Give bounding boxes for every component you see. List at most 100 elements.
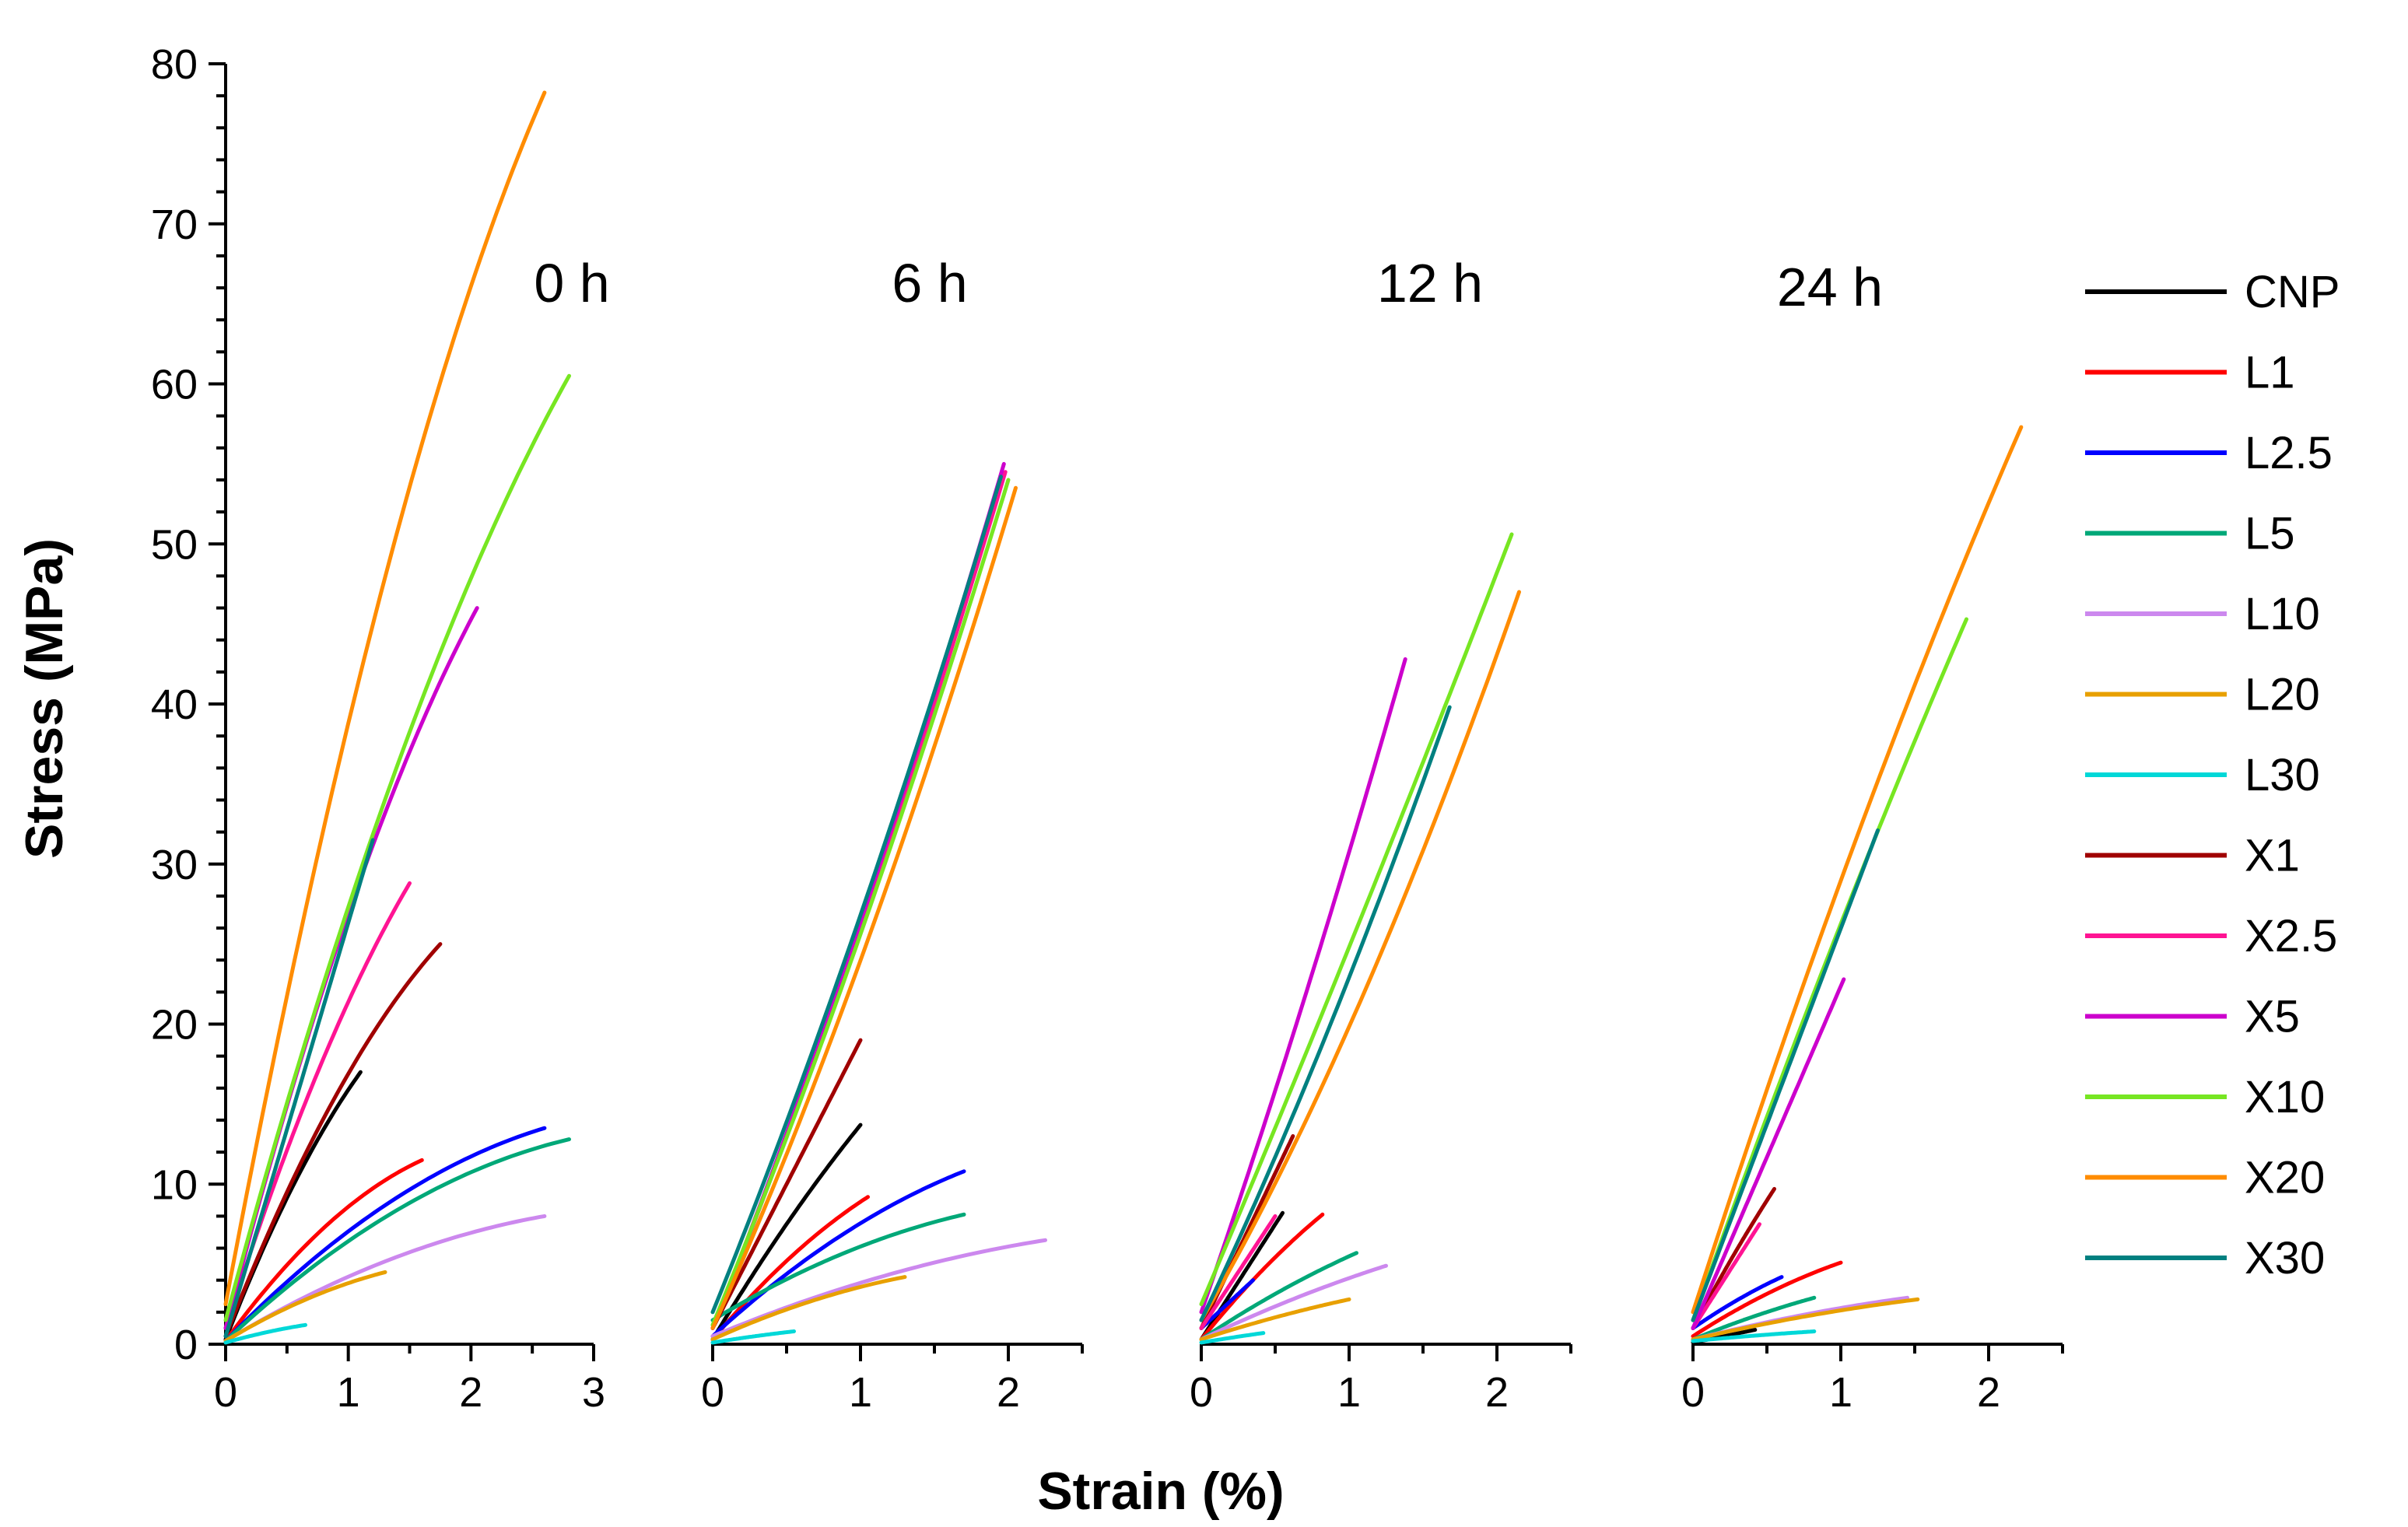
- y-tick-label: 80: [151, 41, 198, 88]
- series-line-x30: [223, 838, 375, 1339]
- series-line-l10: [710, 1238, 1047, 1339]
- series-line-x1: [1691, 1186, 1776, 1330]
- legend-label: L2.5: [2245, 428, 2333, 478]
- series-line-l5: [710, 1212, 966, 1322]
- legend-label: L10: [2245, 589, 2320, 639]
- x-tick-label: 2: [1977, 1369, 2000, 1416]
- series-line-x20: [1199, 590, 1521, 1322]
- series-line-l30: [1691, 1329, 1817, 1343]
- legend-item: X10: [2085, 1072, 2325, 1122]
- y-tick-label: 40: [151, 681, 198, 728]
- legend-label: X5: [2245, 992, 2300, 1042]
- x-tick-label: 0: [701, 1369, 724, 1416]
- x-tick-label: 1: [849, 1369, 872, 1416]
- y-tick-label: 70: [151, 201, 198, 248]
- series-line-l30: [223, 1322, 307, 1345]
- panel-title: 12 h: [1377, 253, 1483, 313]
- x-tick-label: 1: [1829, 1369, 1852, 1416]
- series-line-x10: [223, 373, 571, 1322]
- series-line-l20: [710, 1275, 907, 1342]
- x-tick-label: 1: [1337, 1369, 1361, 1416]
- series-line-x30: [1691, 828, 1880, 1322]
- legend-item: L30: [2085, 750, 2320, 800]
- series-line-x20: [223, 90, 547, 1307]
- series-line-x30: [710, 475, 1003, 1315]
- panel-1: 0 1 2 6 h: [701, 253, 1084, 1416]
- legend-item: L2.5: [2085, 428, 2333, 478]
- series-line-x2-5: [1199, 1214, 1278, 1330]
- legend-item: X2.5: [2085, 911, 2337, 961]
- series-line-x10: [710, 478, 1011, 1327]
- series-line-x20: [1691, 425, 2024, 1315]
- legend-label: X20: [2245, 1153, 2325, 1203]
- series-line-l2-5: [1691, 1275, 1784, 1330]
- series-line-l5: [1199, 1251, 1358, 1342]
- y-tick-label: 30: [151, 842, 198, 888]
- series-line-l30: [710, 1329, 796, 1345]
- y-tick-label: 50: [151, 521, 198, 568]
- series-line-l5: [223, 1137, 571, 1343]
- series-line-x2-5: [1691, 1222, 1761, 1330]
- legend-item: X5: [2085, 992, 2300, 1042]
- legend: CNP L1 L2.5 L5 L10 L20 L30 X1 X2.5 X5 X10 X20 X30: [2085, 267, 2340, 1284]
- panel-title: 0 h: [534, 253, 609, 313]
- y-tick-label: 10: [151, 1161, 198, 1208]
- legend-item: L1: [2085, 348, 2295, 398]
- series-line-x30: [1199, 705, 1452, 1322]
- legend-label: X10: [2245, 1072, 2325, 1122]
- series-line-l1: [1691, 1260, 1843, 1339]
- x-tick-label: 2: [459, 1369, 482, 1416]
- x-tick-label: 0: [1681, 1369, 1705, 1416]
- panel-3: 0 1 2 24 h: [1681, 257, 2064, 1416]
- x-axis-title: Strain (%): [1037, 1462, 1284, 1521]
- series-line-x5: [1199, 657, 1407, 1315]
- legend-label: X30: [2245, 1233, 2325, 1284]
- series-line-l5: [1691, 1295, 1817, 1342]
- series-line-l20: [1199, 1297, 1351, 1342]
- legend-item: X20: [2085, 1153, 2325, 1203]
- series-line-l2-5: [1199, 1278, 1255, 1330]
- y-axis-title: Stress (MPa): [15, 538, 74, 859]
- legend-item: L20: [2085, 670, 2320, 720]
- x-tick-label: 1: [337, 1369, 360, 1416]
- series-line-l1: [710, 1195, 870, 1342]
- panel-title: 6 h: [892, 253, 967, 313]
- y-tick-label: 60: [151, 362, 198, 408]
- legend-label: CNP: [2245, 267, 2340, 317]
- series-line-l1: [1199, 1212, 1325, 1342]
- series-line-x5: [1691, 977, 1846, 1330]
- legend-item: CNP: [2085, 267, 2340, 317]
- legend-label: X2.5: [2245, 911, 2337, 961]
- series-line-l10: [1199, 1263, 1388, 1342]
- legend-label: L20: [2245, 670, 2320, 720]
- series-line-cnp: [1199, 1210, 1285, 1342]
- series-line-x20: [710, 485, 1018, 1330]
- x-tick-label: 0: [214, 1369, 237, 1416]
- legend-item: X30: [2085, 1233, 2325, 1284]
- panel-2: 0 1 2 12 h: [1190, 253, 1572, 1416]
- legend-item: L5: [2085, 509, 2295, 559]
- x-tick-label: 2: [997, 1369, 1020, 1416]
- panel-title: 24 h: [1777, 257, 1883, 317]
- series-line-l30: [1199, 1331, 1266, 1345]
- legend-item: L10: [2085, 589, 2320, 639]
- x-tick-label: 2: [1485, 1369, 1509, 1416]
- series-line-x10: [1199, 532, 1514, 1307]
- series-line-x1: [710, 1038, 863, 1330]
- series-line-l2-5: [223, 1126, 547, 1343]
- legend-label: X1: [2245, 831, 2300, 881]
- legend-label: L1: [2245, 348, 2295, 398]
- legend-label: L30: [2245, 750, 2320, 800]
- series-line-l1: [223, 1158, 424, 1343]
- x-tick-label: 3: [582, 1369, 605, 1416]
- series-line-cnp: [710, 1122, 863, 1342]
- y-tick-label: 20: [151, 1002, 198, 1049]
- series-line-l20: [223, 1270, 387, 1343]
- series-line-l20: [1691, 1297, 1920, 1342]
- series-line-l2-5: [710, 1169, 966, 1339]
- series-line-x1: [223, 942, 443, 1339]
- legend-label: L5: [2245, 509, 2295, 559]
